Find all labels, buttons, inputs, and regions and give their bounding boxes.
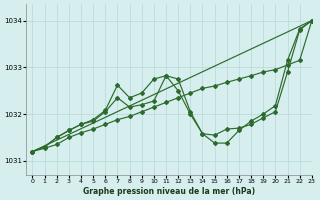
X-axis label: Graphe pression niveau de la mer (hPa): Graphe pression niveau de la mer (hPa) xyxy=(83,187,255,196)
